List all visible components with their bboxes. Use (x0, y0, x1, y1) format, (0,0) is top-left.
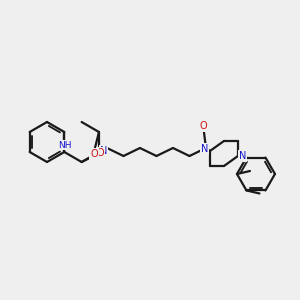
Text: NH: NH (58, 140, 72, 149)
Text: O: O (199, 121, 207, 131)
Text: O: O (97, 148, 104, 158)
Text: N: N (201, 144, 208, 154)
Text: N: N (100, 146, 108, 156)
Text: O: O (90, 149, 98, 159)
Text: N: N (239, 151, 247, 161)
